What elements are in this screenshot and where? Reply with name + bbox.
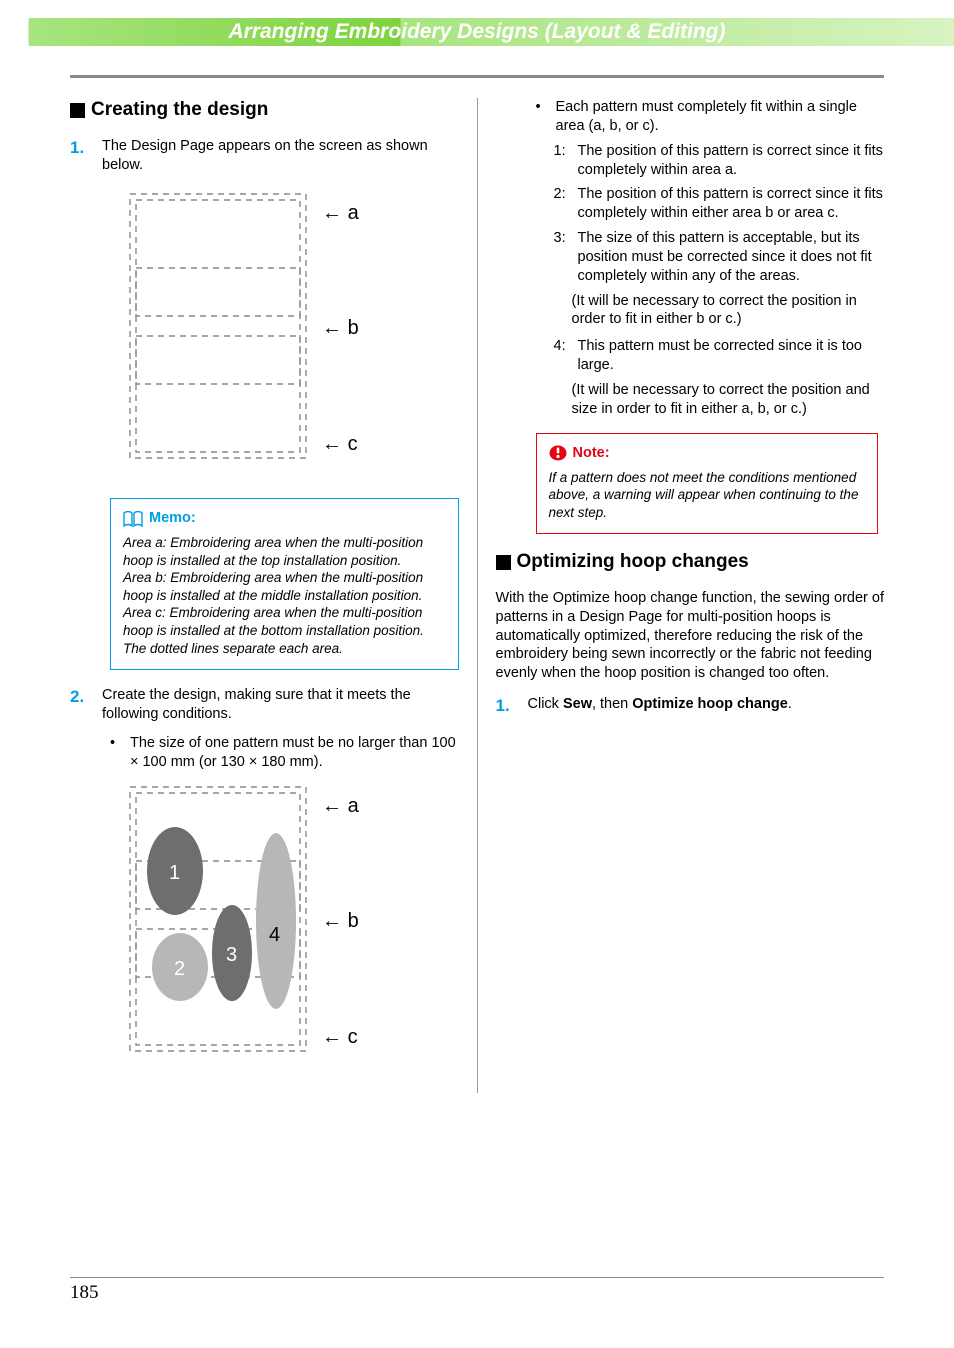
sub-num: 4: [554,337,572,375]
note-body: If a pattern does not meet the condition… [549,469,866,522]
page-number: 185 [70,1282,99,1304]
svg-text:← b: ← b [322,317,359,339]
sub-item-3-note: (It will be necessary to correct the pos… [496,292,885,330]
right-column: • Each pattern must completely fit withi… [496,98,885,1093]
content-area: Creating the design 1. The Design Page a… [70,98,884,1093]
sub-text: The position of this pattern is correct … [578,142,885,180]
step-number: 1. [496,695,518,717]
step-text: Create the design, making sure that it m… [102,686,459,724]
memo-body: Area a: Embroidering area when the multi… [123,534,446,657]
sub-num: 2: [554,185,572,223]
sub-item-4-note: (It will be necessary to correct the pos… [496,381,885,419]
svg-text:← a: ← a [322,202,360,224]
step-1: 1. The Design Page appears on the screen… [70,137,459,175]
square-bullet-icon [496,555,511,570]
memo-book-icon [123,511,143,527]
square-bullet-icon [70,103,85,118]
bullet-pattern-size: • The size of one pattern must be no lar… [70,734,459,772]
shape-label-3: 3 [226,944,237,966]
sub-item-3: 3: The size of this pattern is acceptabl… [496,229,885,286]
bottom-rule [70,1277,884,1279]
note-label: Note: [573,444,610,463]
pattern-shape-4 [256,833,296,1009]
sub-text: The position of this pattern is correct … [578,185,885,223]
step-2: 2. Create the design, making sure that i… [70,686,459,724]
sub-num: 1: [554,142,572,180]
heading-creating-design: Creating the design [70,98,459,123]
svg-text:← b: ← b [322,910,359,932]
sub-text: The size of this pattern is acceptable, … [578,229,885,286]
note-alert-icon [549,444,567,462]
optimize-description: With the Optimize hoop change function, … [496,589,885,683]
step-number: 1. [70,137,92,175]
svg-text:← c: ← c [322,1026,358,1048]
bullet-icon: • [110,734,120,772]
note-header: Note: [549,444,866,463]
sub-item-4: 4: This pattern must be corrected since … [496,337,885,375]
sub-text: This pattern must be corrected since it … [578,337,885,375]
step-text: The Design Page appears on the screen as… [102,137,459,175]
bullet-text: The size of one pattern must be no large… [130,734,459,772]
page-header-title: Arranging Embroidery Designs (Layout & E… [0,18,954,46]
top-rule [70,75,884,78]
diagram-design-page-areas: ← a ← b ← c [120,184,390,484]
step-text: Click Sew, then Optimize hoop change. [528,695,792,717]
bullet-icon: • [536,98,546,136]
heading-text: Creating the design [91,98,268,123]
bullet-text: Each pattern must completely fit within … [556,98,885,136]
column-divider [477,98,478,1093]
memo-label: Memo: [149,509,196,528]
bullet-fit-area: • Each pattern must completely fit withi… [496,98,885,136]
opt-step-1: 1. Click Sew, then Optimize hoop change. [496,695,885,717]
memo-header: Memo: [123,509,446,528]
note-box: Note: If a pattern does not meet the con… [536,433,879,534]
heading-optimizing-hoop: Optimizing hoop changes [496,550,885,575]
memo-box: Memo: Area a: Embroidering area when the… [110,498,459,670]
heading-text: Optimizing hoop changes [517,550,749,575]
shape-label-4: 4 [269,924,280,946]
svg-text:← c: ← c [322,433,358,455]
svg-text:← a: ← a [322,795,360,817]
sub-item-2: 2: The position of this pattern is corre… [496,185,885,223]
shape-label-2: 2 [174,958,185,980]
step-number: 2. [70,686,92,724]
shape-label-1: 1 [169,862,180,884]
left-column: Creating the design 1. The Design Page a… [70,98,459,1093]
diagram-patterns-in-areas: 1 2 3 4 ← a ← b ← c [120,777,390,1087]
sub-item-1: 1: The position of this pattern is corre… [496,142,885,180]
sub-num: 3: [554,229,572,286]
